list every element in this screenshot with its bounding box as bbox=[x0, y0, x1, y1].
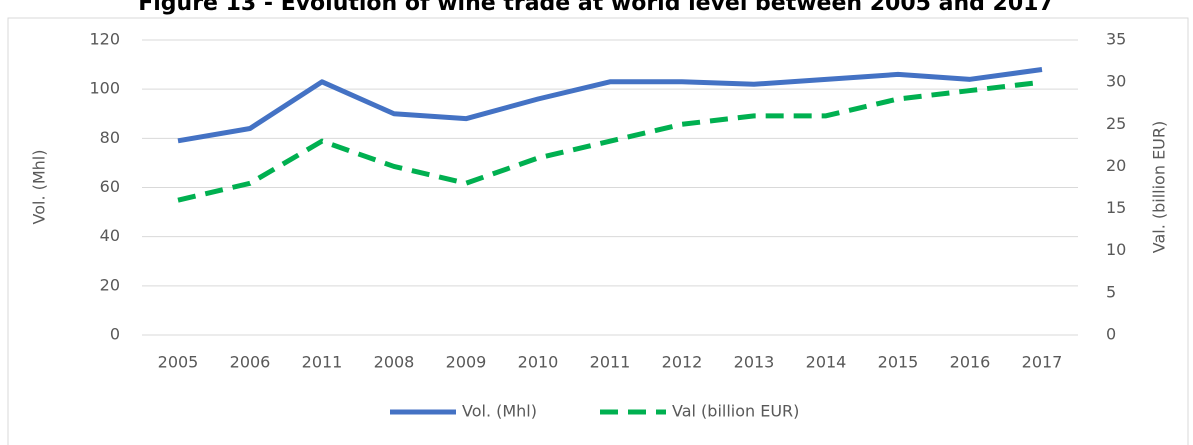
x-tick-label: 2017 bbox=[1022, 353, 1063, 372]
y2-tick-label: 25 bbox=[1106, 114, 1126, 133]
y2-tick-label: 35 bbox=[1106, 30, 1126, 49]
y-tick-label: 120 bbox=[89, 30, 120, 49]
x-tick-label: 2005 bbox=[158, 353, 199, 372]
y-tick-label: 100 bbox=[89, 79, 120, 98]
x-tick-label: 2010 bbox=[518, 353, 559, 372]
y2-tick-label: 15 bbox=[1106, 198, 1126, 217]
series-line bbox=[177, 67, 1043, 144]
y-tick-label: 40 bbox=[100, 226, 120, 245]
y-tick-label: 60 bbox=[100, 177, 120, 196]
x-tick-label: 2008 bbox=[374, 353, 415, 372]
chart-title: Figure 13 - Evolution of wine trade at w… bbox=[138, 0, 1054, 16]
chart-border bbox=[7, 17, 1189, 445]
y-tick-label: 0 bbox=[110, 325, 120, 344]
y2-tick-label: 5 bbox=[1106, 282, 1116, 301]
x-tick-label: 2009 bbox=[446, 353, 487, 372]
x-tick-label: 2012 bbox=[662, 353, 703, 372]
x-tick-label: 2006 bbox=[230, 353, 271, 372]
y2-axis-title: Val. (billion EUR) bbox=[1150, 121, 1169, 254]
x-tick-label: 2014 bbox=[806, 353, 847, 372]
y-axis-title: Vol. (Mhl) bbox=[30, 150, 49, 225]
x-tick-label: 2015 bbox=[878, 353, 919, 372]
y-tick-label: 20 bbox=[100, 275, 120, 294]
y2-tick-label: 10 bbox=[1106, 240, 1126, 259]
legend-label: Val (billion EUR) bbox=[672, 402, 799, 421]
series-line bbox=[177, 79, 1043, 203]
x-tick-label: 2013 bbox=[734, 353, 775, 372]
legend-label: Vol. (Mhl) bbox=[462, 402, 537, 421]
x-tick-label: 2011 bbox=[302, 353, 343, 372]
x-tick-label: 2016 bbox=[950, 353, 991, 372]
y2-tick-label: 30 bbox=[1106, 72, 1126, 91]
y2-tick-label: 20 bbox=[1106, 156, 1126, 175]
x-tick-label: 2011 bbox=[590, 353, 631, 372]
y-tick-label: 80 bbox=[100, 128, 120, 147]
y2-tick-label: 0 bbox=[1106, 325, 1116, 344]
